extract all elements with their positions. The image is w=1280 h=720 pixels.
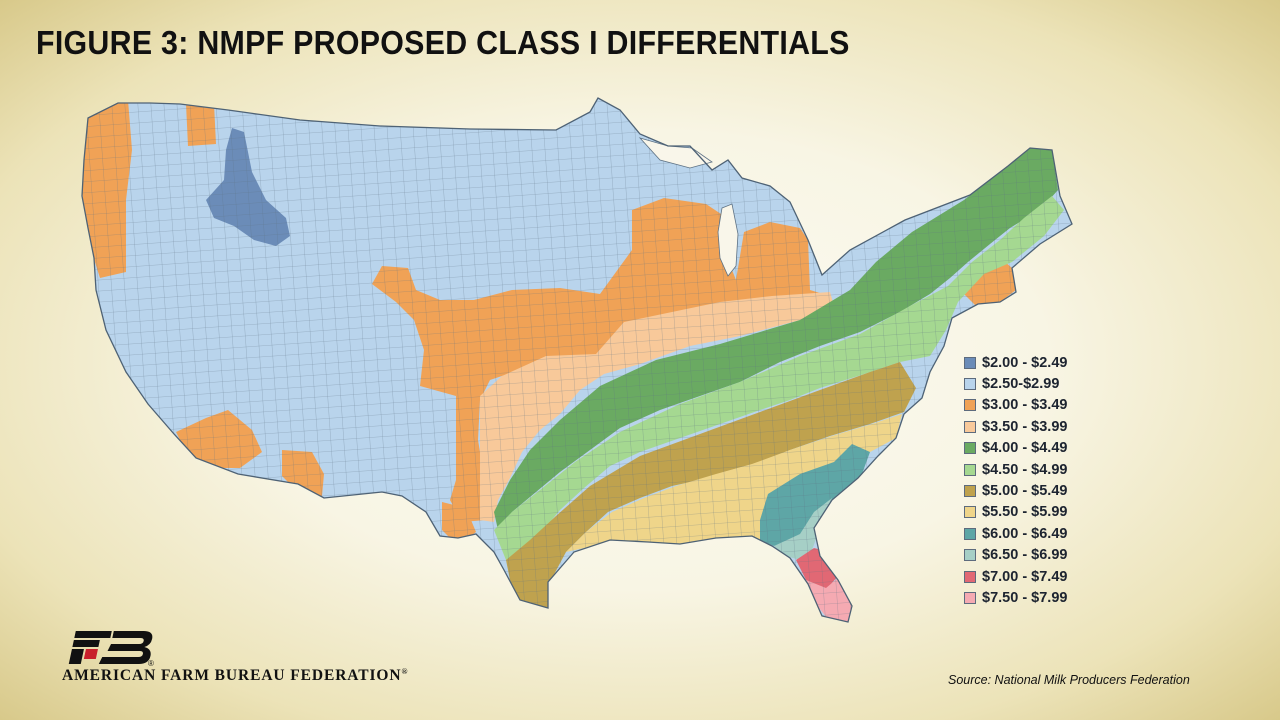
- legend-swatch: [964, 463, 976, 476]
- legend-item: $5.50 - $5.99: [964, 502, 1067, 523]
- legend-swatch: [964, 485, 976, 498]
- legend-item: $5.00 - $5.49: [964, 480, 1067, 501]
- organization-name: AMERICAN FARM BUREAU FEDERATION®: [62, 667, 408, 685]
- map-legend: $2.00 - $2.49 $2.50-$2.99 $3.00 - $3.49 …: [964, 352, 1067, 609]
- legend-swatch: [964, 420, 976, 433]
- county-lines: [82, 98, 1072, 622]
- legend-swatch: [964, 399, 976, 412]
- legend-item: $3.50 - $3.99: [964, 416, 1067, 437]
- legend-item: $2.50-$2.99: [964, 373, 1067, 394]
- legend-label: $4.00 - $4.49: [982, 440, 1068, 457]
- legend-item: $4.00 - $4.49: [964, 438, 1067, 459]
- afbf-logo: ®: [68, 631, 154, 666]
- legend-label: $5.50 - $5.99: [982, 504, 1068, 521]
- legend-item: $7.50 - $7.99: [964, 587, 1067, 608]
- source-note: Source: National Milk Producers Federati…: [948, 673, 1190, 687]
- legend-label: $4.50 - $4.99: [982, 461, 1068, 478]
- legend-label: $2.00 - $2.49: [982, 354, 1068, 371]
- legend-swatch: [964, 442, 976, 455]
- legend-item: $6.50 - $6.99: [964, 545, 1067, 566]
- lake-michigan: [717, 203, 739, 277]
- legend-swatch: [964, 549, 976, 562]
- logo-registered-mark: ®: [148, 659, 154, 666]
- page-title: FIGURE 3: NMPF PROPOSED CLASS I DIFFEREN…: [36, 24, 850, 61]
- legend-label: $7.00 - $7.49: [982, 568, 1068, 585]
- legend-swatch: [964, 378, 976, 391]
- legend-label: $3.50 - $3.99: [982, 418, 1068, 435]
- legend-swatch: [964, 506, 976, 519]
- organization-name-text: AMERICAN FARM BUREAU FEDERATION: [62, 667, 402, 685]
- legend-label: $2.50-$2.99: [982, 376, 1060, 393]
- registered-mark: ®: [401, 667, 409, 676]
- legend-swatch: [964, 570, 976, 583]
- legend-swatch: [964, 591, 976, 604]
- legend-label: $6.00 - $6.49: [982, 525, 1068, 542]
- legend-label: $7.50 - $7.99: [982, 589, 1068, 606]
- legend-swatch: [964, 527, 976, 540]
- legend-item: $6.00 - $6.49: [964, 523, 1067, 544]
- legend-item: $3.00 - $3.49: [964, 395, 1067, 416]
- legend-label: $3.00 - $3.49: [982, 397, 1068, 414]
- legend-label: $5.00 - $5.49: [982, 483, 1068, 500]
- legend-swatch: [964, 356, 976, 369]
- legend-item: $2.00 - $2.49: [964, 352, 1067, 373]
- legend-item: $4.50 - $4.99: [964, 459, 1067, 480]
- legend-label: $6.50 - $6.99: [982, 547, 1068, 564]
- legend-item: $7.00 - $7.49: [964, 566, 1067, 587]
